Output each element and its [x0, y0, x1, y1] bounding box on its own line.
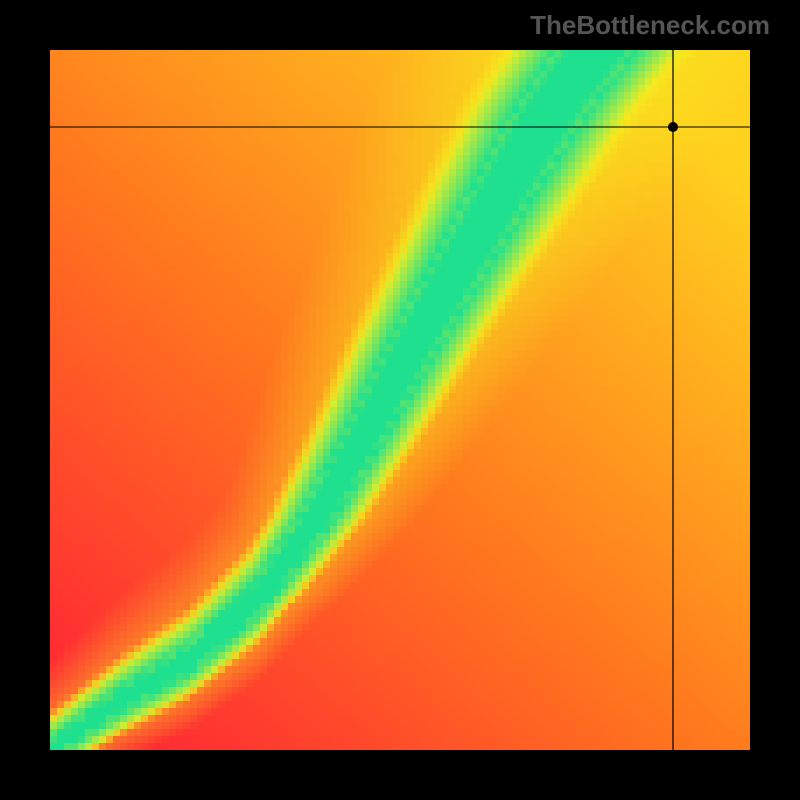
- heatmap-overlay: [50, 50, 750, 750]
- source-watermark: TheBottleneck.com: [530, 10, 770, 41]
- heatmap-container: [50, 50, 750, 750]
